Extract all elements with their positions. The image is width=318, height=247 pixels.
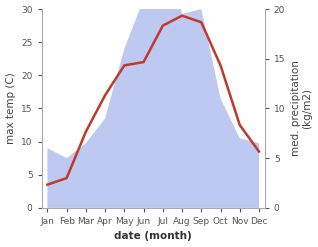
Y-axis label: max temp (C): max temp (C) bbox=[5, 73, 16, 144]
X-axis label: date (month): date (month) bbox=[114, 231, 192, 242]
Y-axis label: med. precipitation
(kg/m2): med. precipitation (kg/m2) bbox=[291, 61, 313, 156]
